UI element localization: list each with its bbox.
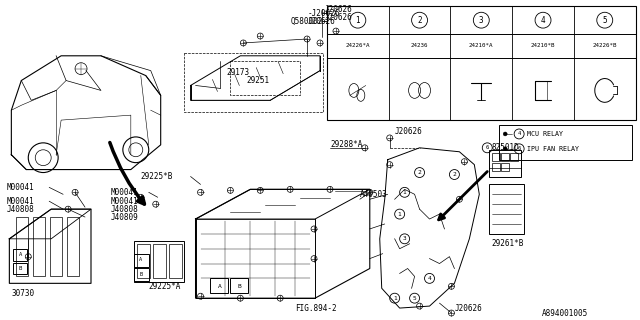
Bar	[211, 278, 228, 293]
Text: 2: 2	[452, 172, 456, 177]
Bar	[13, 249, 28, 260]
Bar	[50, 217, 62, 276]
Bar	[169, 244, 182, 278]
Text: 24226*B: 24226*B	[593, 44, 617, 48]
Bar	[153, 244, 166, 278]
Text: FIG.894-2: FIG.894-2	[295, 304, 337, 313]
Text: A894001005: A894001005	[542, 308, 588, 317]
Text: 2: 2	[418, 170, 422, 175]
Text: A: A	[19, 252, 22, 257]
Text: 24226*A: 24226*A	[346, 44, 370, 48]
Text: Q580002: Q580002	[290, 17, 323, 26]
Bar	[501, 163, 509, 171]
Text: 29251: 29251	[246, 76, 269, 85]
Bar	[501, 153, 509, 161]
Text: J20626: J20626	[308, 17, 336, 26]
Bar	[13, 263, 28, 275]
Bar	[327, 6, 636, 120]
Text: J20626: J20626	[325, 5, 353, 14]
Text: B: B	[19, 266, 22, 271]
Text: 24210*A: 24210*A	[469, 44, 493, 48]
Text: 82501D: 82501D	[492, 143, 519, 152]
Text: J40808: J40808	[6, 204, 34, 214]
Text: 29261*B: 29261*B	[492, 239, 524, 248]
Text: 6: 6	[486, 145, 489, 150]
Text: 4: 4	[518, 132, 521, 136]
Text: 29288*A: 29288*A	[330, 140, 362, 149]
Text: 1: 1	[398, 212, 401, 217]
Text: 5: 5	[602, 16, 607, 25]
Bar	[67, 217, 79, 276]
Text: 30730: 30730	[12, 289, 35, 298]
Bar	[230, 278, 248, 293]
Bar	[230, 61, 300, 95]
Text: 2: 2	[417, 16, 422, 25]
Text: A: A	[218, 284, 221, 289]
Bar	[134, 268, 148, 281]
Bar	[499, 125, 632, 160]
Text: 1: 1	[393, 296, 397, 301]
Text: 29225*A: 29225*A	[148, 282, 181, 291]
Bar	[17, 217, 28, 276]
Bar	[134, 254, 148, 267]
Text: M00041: M00041	[6, 183, 34, 192]
Text: A: A	[140, 257, 142, 262]
Bar	[33, 217, 45, 276]
Bar	[489, 184, 524, 234]
Text: J40809: J40809	[111, 212, 139, 221]
Text: J20626: J20626	[395, 127, 422, 136]
Text: 4: 4	[428, 276, 431, 281]
Text: B: B	[140, 272, 142, 277]
Text: 6: 6	[518, 146, 521, 151]
Text: 3: 3	[403, 236, 406, 241]
Text: 29173: 29173	[227, 68, 250, 77]
Text: J20626: J20626	[454, 304, 482, 313]
Text: 24236: 24236	[411, 44, 428, 48]
Text: J40808: J40808	[111, 204, 139, 214]
Text: M00041: M00041	[6, 197, 34, 206]
Text: 29225*B: 29225*B	[141, 172, 173, 181]
Text: 5: 5	[413, 296, 417, 301]
Bar	[134, 241, 184, 282]
Text: A40503: A40503	[360, 190, 388, 199]
Text: -J20626: -J20626	[308, 9, 340, 18]
Bar	[510, 153, 518, 161]
Bar	[184, 53, 323, 112]
Text: 1: 1	[356, 16, 360, 25]
Text: 4: 4	[541, 16, 545, 25]
Circle shape	[503, 147, 507, 151]
Text: J20626: J20626	[325, 13, 353, 22]
Text: 24210*B: 24210*B	[531, 44, 556, 48]
Text: 1: 1	[403, 190, 406, 195]
Bar	[492, 153, 500, 161]
Text: 3: 3	[479, 16, 484, 25]
Bar	[489, 150, 521, 178]
Bar	[137, 244, 150, 278]
Text: M00041: M00041	[111, 188, 139, 197]
Text: M00041: M00041	[111, 197, 139, 206]
Circle shape	[503, 132, 507, 136]
Text: MCU RELAY: MCU RELAY	[527, 131, 563, 137]
Text: B: B	[237, 284, 241, 289]
Bar	[492, 163, 500, 171]
Text: IPU FAN RELAY: IPU FAN RELAY	[527, 146, 579, 152]
